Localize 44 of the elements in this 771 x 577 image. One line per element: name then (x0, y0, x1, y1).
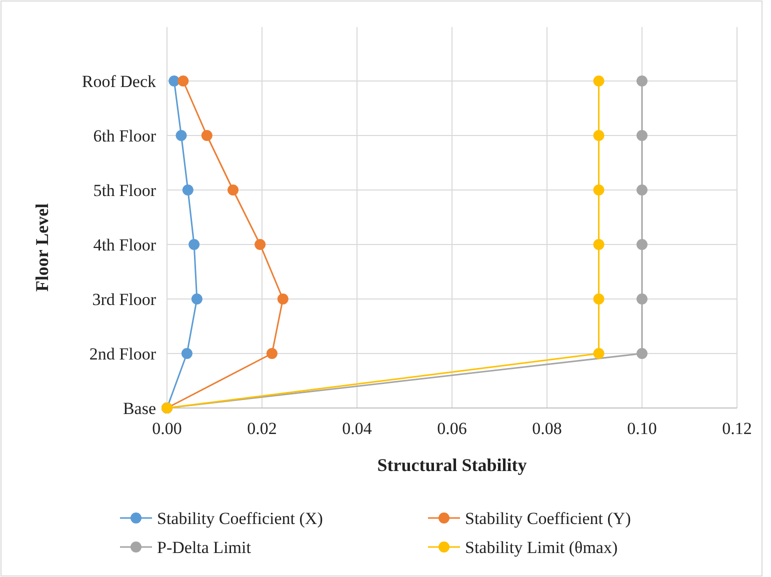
x-tick-label: 0.02 (247, 419, 277, 438)
x-tick-label: 0.04 (342, 419, 372, 438)
point (168, 76, 180, 86)
point (593, 76, 604, 86)
point (254, 239, 266, 250)
x-axis-title: Structural Stability (377, 455, 527, 475)
point (593, 348, 604, 359)
point (636, 294, 648, 304)
point (636, 130, 648, 141)
point (178, 76, 189, 86)
y-tick-label: 6th Floor (93, 126, 156, 146)
x-tick-label: 0.12 (722, 419, 752, 438)
point (191, 294, 202, 304)
point (181, 348, 192, 359)
y-tick-label: 4th Floor (93, 236, 156, 254)
y-axis-title: Floor Level (32, 203, 52, 292)
y-tick-label: Roof Deck (82, 72, 156, 91)
point (636, 76, 648, 86)
y-tick-label: 3rd Floor (92, 290, 156, 309)
x-tick-label: 0.08 (532, 419, 562, 438)
point (182, 184, 194, 196)
point (201, 130, 212, 141)
y-tick-label: Base (122, 399, 156, 418)
point (277, 294, 288, 304)
point (188, 239, 200, 250)
point (228, 184, 239, 196)
legend-label: P-Delta Limit (157, 538, 252, 557)
point (636, 348, 648, 359)
point (593, 130, 604, 141)
point (176, 130, 187, 141)
point (593, 239, 604, 250)
point (593, 184, 604, 196)
point (636, 184, 648, 196)
x-tick-label: 0.06 (437, 419, 467, 438)
legend-label: Stability Coefficient (X) (157, 509, 323, 528)
point (593, 294, 604, 304)
point (266, 348, 278, 359)
legend-label: Stability Limit (θmax) (465, 538, 618, 557)
x-tick-label: 0.10 (627, 419, 657, 438)
point (636, 239, 648, 250)
x-tick-label: 0.00 (152, 419, 182, 438)
y-tick-label: 5th Floor (93, 181, 156, 200)
y-tick-label: 2nd Floor (89, 344, 156, 364)
legend-label: Stability Coefficient (Y) (465, 509, 631, 528)
